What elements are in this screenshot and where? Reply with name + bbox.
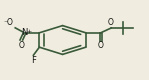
- Text: O: O: [108, 18, 114, 27]
- Text: O: O: [98, 41, 104, 50]
- Text: +: +: [26, 29, 31, 34]
- Text: N: N: [21, 28, 28, 37]
- Text: ⁻O: ⁻O: [3, 18, 13, 27]
- Text: O: O: [18, 41, 24, 50]
- Text: F: F: [31, 56, 36, 65]
